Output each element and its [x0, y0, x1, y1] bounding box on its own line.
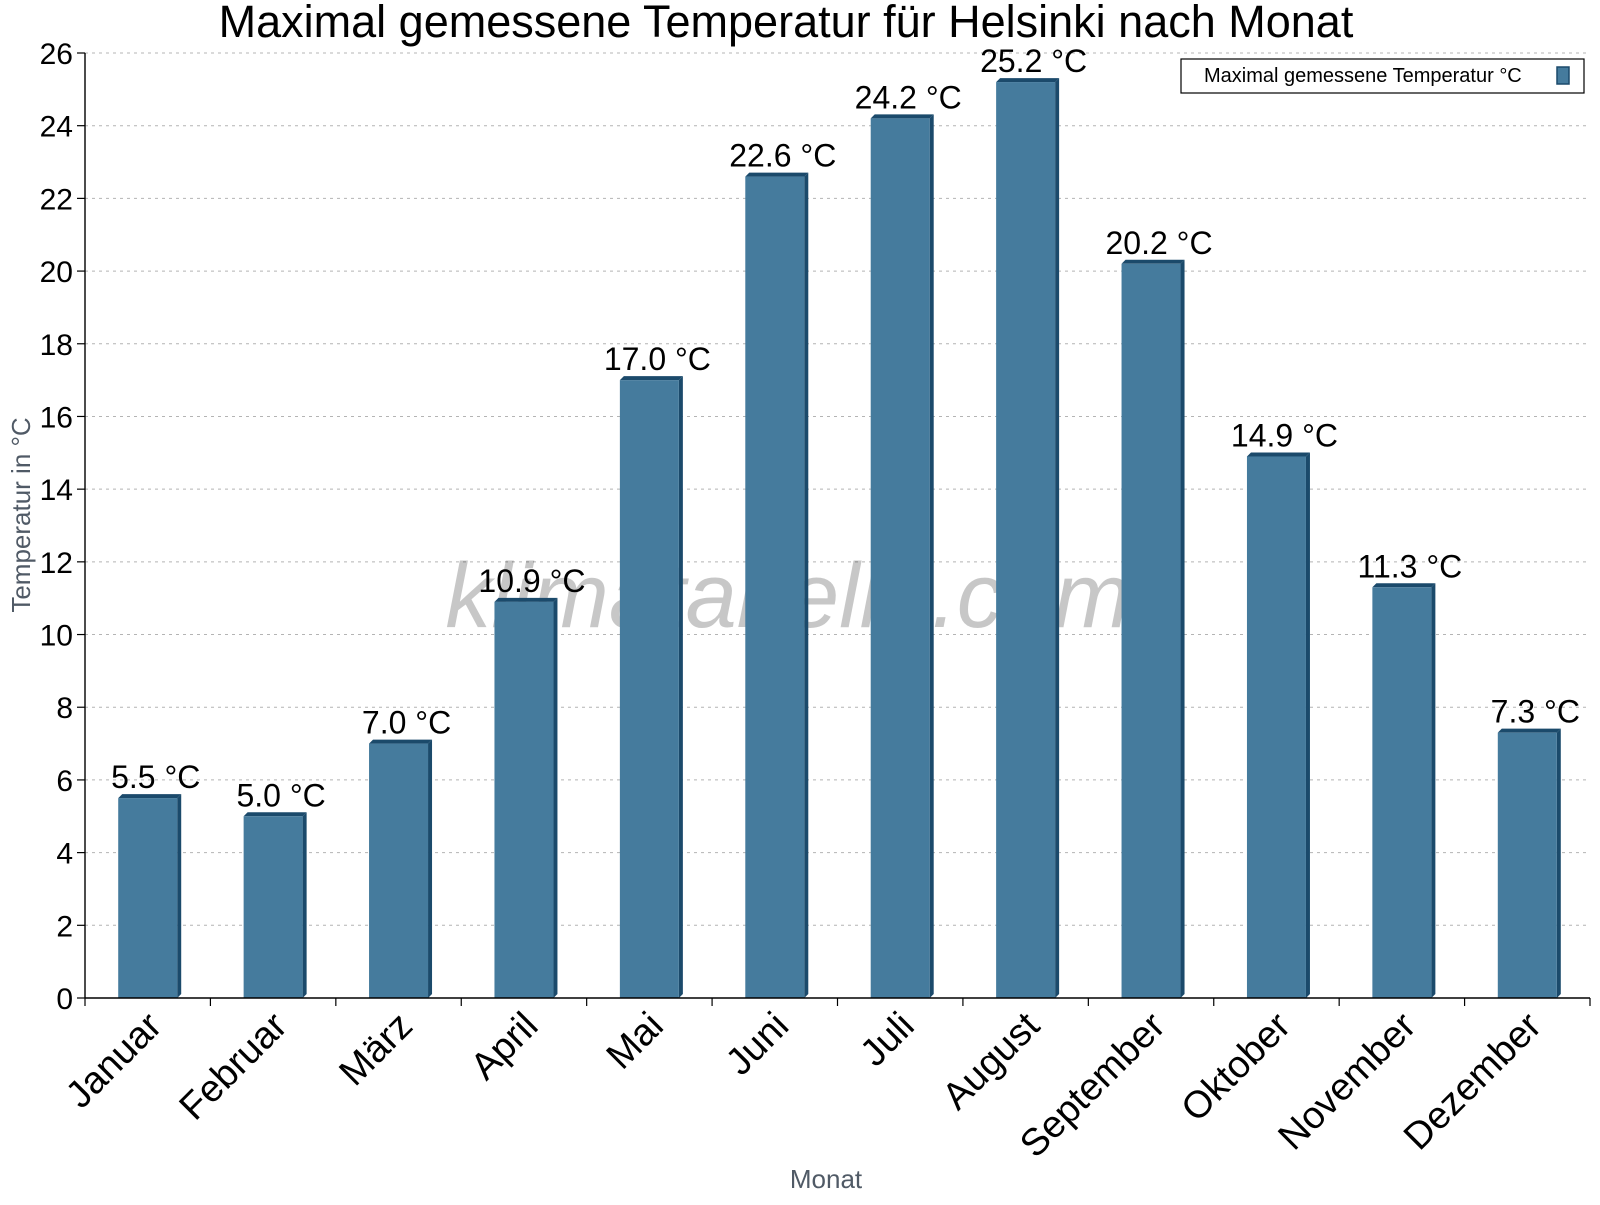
bar-side — [553, 597, 558, 998]
legend-swatch — [1556, 66, 1570, 85]
bar-september — [1121, 259, 1185, 998]
y-tick-label: 8 — [56, 692, 73, 725]
data-label: 5.5 °C — [111, 759, 200, 795]
bar-side — [302, 812, 307, 998]
bar-top — [745, 172, 809, 177]
bar — [745, 176, 805, 999]
bar-oktober — [1246, 452, 1310, 998]
y-tick-label: 20 — [40, 256, 73, 289]
y-tick-label: 2 — [56, 910, 73, 943]
y-tick-label: 0 — [56, 983, 73, 1016]
bar — [870, 118, 930, 998]
bar — [494, 601, 554, 998]
data-label: 25.2 °C — [980, 43, 1087, 79]
bar — [243, 816, 303, 998]
bar-top — [1121, 259, 1185, 264]
data-label: 7.3 °C — [1491, 694, 1580, 730]
bar — [369, 743, 429, 998]
bar-februar — [243, 812, 307, 998]
y-tick-label: 24 — [40, 111, 73, 144]
y-tick-label: 26 — [40, 38, 73, 71]
y-tick-label: 4 — [56, 838, 73, 871]
y-tick-label: 22 — [40, 183, 73, 216]
bar-januar — [118, 794, 182, 998]
y-tick-label: 10 — [40, 620, 73, 653]
bar-juli — [870, 114, 934, 998]
bar-side — [428, 739, 433, 998]
y-tick-label: 14 — [40, 474, 73, 507]
bar-side — [1305, 452, 1310, 998]
y-tick-label: 6 — [56, 765, 73, 798]
bar-top — [1372, 583, 1436, 588]
bar — [619, 380, 679, 999]
bar-juni — [745, 172, 809, 999]
x-axis-label: Monat — [790, 1164, 863, 1194]
data-labels: 5.5 °C 5.0 °C 7.0 °C 10.9 °C 17.0 °C 22.6 °C 2… — [111, 43, 1580, 813]
bars — [118, 78, 1561, 999]
data-label: 24.2 °C — [855, 79, 962, 115]
legend-box — [1180, 58, 1585, 94]
data-label: 5.0 °C — [236, 777, 325, 813]
chart-title: Maximal gemessene Temperatur für Helsink… — [219, 0, 1354, 47]
bar-side — [1055, 78, 1060, 999]
bar-top — [118, 794, 182, 799]
bar-top — [619, 376, 683, 381]
y-tick-label: 18 — [40, 329, 73, 362]
data-label: 11.3 °C — [1358, 548, 1463, 584]
bar-top — [870, 114, 934, 119]
bar-side — [1556, 728, 1561, 998]
bar-august — [996, 78, 1060, 999]
data-label: 14.9 °C — [1231, 417, 1338, 453]
data-label: 20.2 °C — [1106, 225, 1213, 261]
legend: Maximal gemessene Temperatur °C — [1180, 58, 1585, 94]
bar-top — [243, 812, 307, 817]
bar-side — [678, 376, 683, 999]
bar-side — [1180, 259, 1185, 998]
bar-top — [1246, 452, 1310, 457]
bar-top — [996, 78, 1060, 83]
bar-side — [1431, 583, 1436, 998]
bar-top — [1497, 728, 1561, 733]
bar-dezember — [1497, 728, 1561, 998]
bar — [1121, 263, 1181, 998]
y-axis-label: Temperatur in °C — [6, 417, 36, 612]
data-label: 10.9 °C — [478, 563, 585, 599]
bar-top — [494, 597, 558, 602]
y-tick-label: 12 — [40, 547, 73, 580]
bar-side — [929, 114, 934, 998]
bar — [1497, 732, 1557, 998]
axes — [77, 52, 1591, 1006]
bar-mai — [619, 376, 683, 999]
legend-label: Maximal gemessene Temperatur °C — [1204, 65, 1522, 87]
data-label: 22.6 °C — [729, 138, 836, 174]
bar — [996, 82, 1056, 999]
bar-top — [369, 739, 433, 744]
bar-märz — [369, 739, 433, 998]
y-tick-label: 16 — [40, 401, 73, 434]
gridlines — [85, 52, 1590, 926]
bar — [1246, 456, 1306, 998]
bar — [118, 798, 178, 998]
data-label: 17.0 °C — [604, 341, 711, 377]
bar-side — [177, 794, 182, 998]
bar-side — [804, 172, 809, 999]
bar — [1372, 587, 1432, 998]
bar-november — [1372, 583, 1436, 998]
data-label: 7.0 °C — [362, 705, 451, 741]
bar-april — [494, 597, 558, 998]
